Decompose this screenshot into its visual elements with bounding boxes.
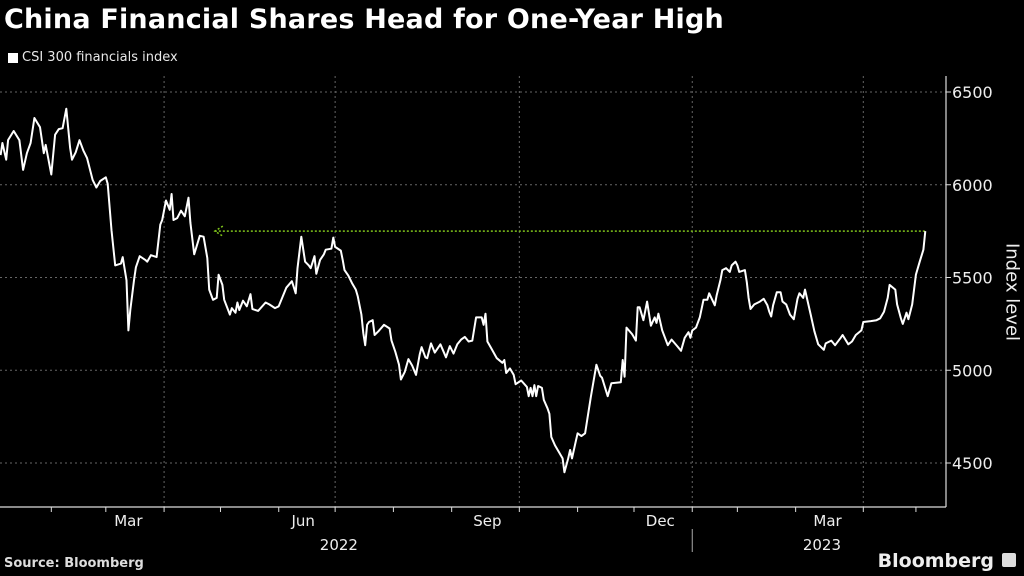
legend-swatch <box>8 52 18 63</box>
y-tick-label: 6500 <box>952 83 993 102</box>
y-tick-label: 5500 <box>952 269 993 288</box>
y-axis-label: Index level <box>1001 242 1023 342</box>
year-label: 2022 <box>320 536 358 554</box>
reference-arrow-icon <box>213 225 224 237</box>
source-note: Source: Bloomberg <box>4 556 144 571</box>
x-tick-label: Jun <box>290 512 314 530</box>
chart-title: China Financial Shares Head for One-Year… <box>4 4 724 35</box>
y-tick-label: 5000 <box>952 361 993 380</box>
bloomberg-chart-icon <box>1002 553 1016 567</box>
series-line <box>0 107 927 474</box>
x-tick-label: Mar <box>114 512 143 530</box>
y-tick-label: 6000 <box>952 176 993 195</box>
legend: CSI 300 financials index <box>8 50 178 65</box>
legend-label: CSI 300 financials index <box>22 50 178 65</box>
x-tick-label: Sep <box>473 512 501 530</box>
year-label: 2023 <box>803 536 841 554</box>
x-tick-label: Mar <box>813 512 842 530</box>
y-tick-label: 4500 <box>952 454 993 473</box>
x-tick-label: Dec <box>646 512 675 530</box>
bloomberg-logo: Bloomberg <box>877 550 994 572</box>
